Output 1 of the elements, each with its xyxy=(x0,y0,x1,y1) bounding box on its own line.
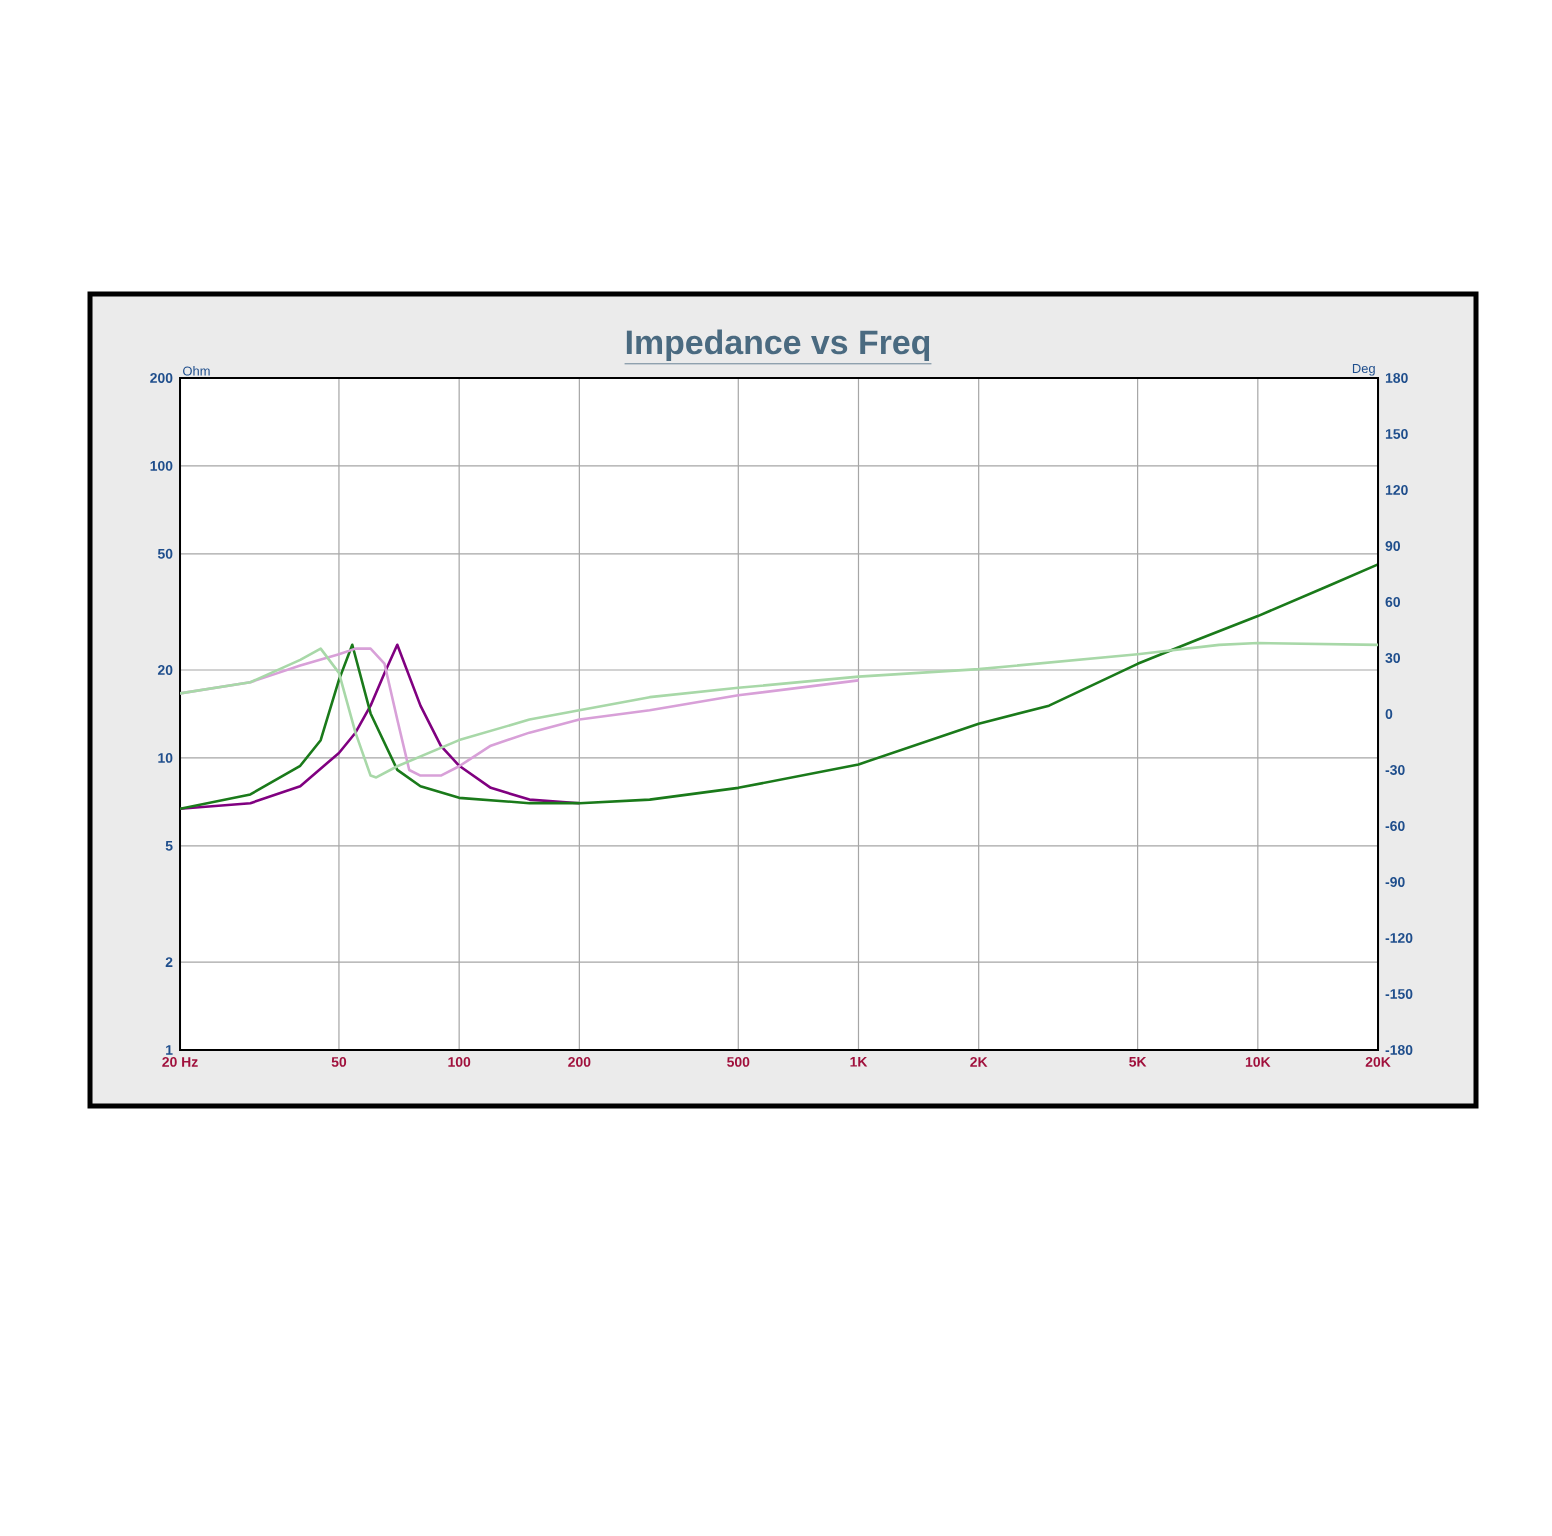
chart-title: Impedance vs Freq xyxy=(626,329,930,362)
